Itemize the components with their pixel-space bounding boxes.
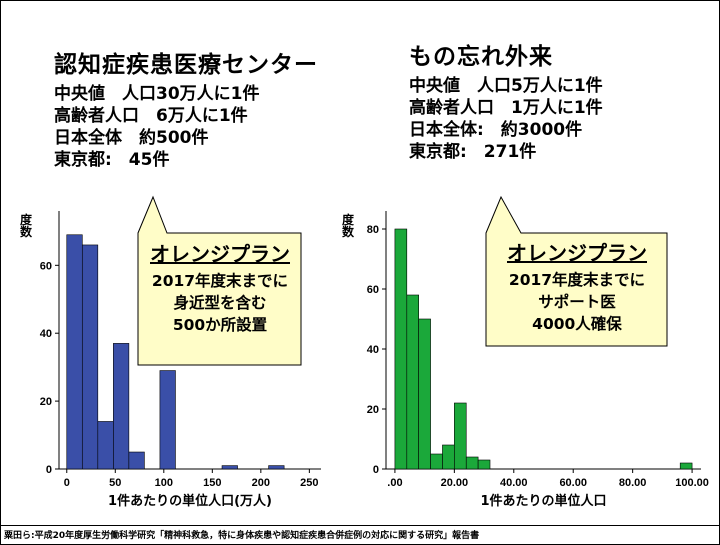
y-tick-label: 80 [367, 224, 379, 236]
histogram-bar [418, 318, 431, 470]
source-footer: 粟田ら:平成20年度厚生労働科学研究「精神科救急，特に身体疾患や認知症疾患合併症… [4, 531, 480, 541]
x-tick-label: 0 [64, 477, 70, 489]
left-stats-line: 中央値 人口30万人に1件 [54, 84, 260, 104]
histogram-bar [465, 456, 479, 470]
right-callout-line: 4000人確保 [532, 315, 622, 333]
histogram-bar [66, 234, 83, 470]
x-tick-label: 100 [155, 477, 173, 489]
histogram-bar [159, 370, 176, 470]
histogram-bar [454, 402, 467, 470]
right-stats-block: もの忘れ外来 中央値 人口5万人に1件 高齢者人口 1万人に1件 日本全体: 約… [409, 37, 603, 163]
left-stats-block: 認知症疾患医療センター 中央値 人口30万人に1件 高齢者人口 6万人に1件 日… [54, 45, 318, 171]
left-histogram: 0 50 100 150 200 250 0 20 40 60 1件あたりの単位人口(万人) [40, 211, 321, 509]
x-tick-label: 20.00 [441, 477, 469, 489]
y-tick-label: 40 [40, 328, 52, 340]
x-tick-label: 80.00 [619, 477, 647, 489]
y-tick-label: 0 [373, 464, 379, 476]
x-tick-label: 200 [252, 477, 270, 489]
y-tick-label: 0 [46, 464, 52, 476]
x-tick-label: 50 [109, 477, 121, 489]
histogram-bar [679, 462, 693, 470]
left-callout-title: オレンジプラン [150, 242, 290, 266]
left-callout-line: 500か所設置 [172, 316, 268, 334]
x-tick-label: 40.00 [500, 477, 528, 489]
x-tick-label: .00 [387, 477, 402, 489]
left-stats-heading: 認知症疾患医療センター [54, 52, 318, 78]
right-callout-line: 2017年度末までに [508, 271, 646, 289]
y-tick-label: 20 [40, 396, 52, 408]
x-axis-label: 1件あたりの単位人口 [480, 493, 606, 509]
histogram-bar [221, 465, 238, 470]
right-stats-line: 東京都: 271件 [409, 142, 537, 162]
histogram-bar [394, 228, 408, 470]
histogram-bar [97, 421, 114, 470]
histogram-bar [128, 451, 145, 470]
right-stats-line: 中央値 人口5万人に1件 [409, 76, 603, 96]
right-histogram: .00 20.00 40.00 60.00 80.00 100.00 0 20 40 60 80 1件… [367, 211, 709, 509]
histogram-bar [268, 465, 285, 470]
left-stats-line: 高齢者人口 6万人に1件 [54, 106, 248, 126]
left-callout-shape [137, 195, 302, 366]
left-callout-line: 2017年度末までに [151, 272, 289, 290]
right-callout: オレンジプラン 2017年度末までに サポート医 4000人確保 [491, 237, 663, 335]
left-callout-line: 身近型を含む [173, 294, 267, 312]
y-tick-label: 20 [367, 404, 379, 416]
y-tick-label: 60 [367, 284, 379, 296]
x-tick-label: 150 [203, 477, 221, 489]
left-stats-line: 日本全体 約500件 [54, 128, 209, 148]
histogram-bar [442, 444, 455, 470]
x-tick-label: 250 [300, 477, 318, 489]
right-callout-title: オレンジプラン [507, 241, 647, 265]
x-tick-label: 100.00 [675, 477, 709, 489]
x-axis-label: 1件あたりの単位人口(万人) [108, 493, 272, 509]
right-y-axis-label: 度数 [341, 213, 354, 239]
y-tick-label: 60 [40, 260, 52, 272]
histogram-bar [406, 294, 419, 470]
x-tick-label: 60.00 [559, 477, 587, 489]
y-tick-label: 40 [367, 344, 379, 356]
histogram-bar [81, 244, 99, 470]
right-stats-heading: もの忘れ外来 [409, 44, 553, 70]
histogram-bar [113, 343, 130, 470]
right-callout-line: サポート医 [538, 293, 616, 311]
histogram-bar [430, 453, 443, 470]
right-stats-line: 高齢者人口 1万人に1件 [409, 98, 603, 118]
footer-divider [1, 525, 719, 526]
left-y-axis-label: 度数 [19, 213, 32, 239]
right-stats-line: 日本全体: 約3000件 [409, 120, 583, 140]
right-callout-shape [485, 195, 668, 347]
histogram-bar [477, 459, 491, 470]
left-stats-line: 東京都: 45件 [54, 150, 170, 170]
left-callout: オレンジプラン 2017年度末までに 身近型を含む 500か所設置 [144, 238, 296, 336]
